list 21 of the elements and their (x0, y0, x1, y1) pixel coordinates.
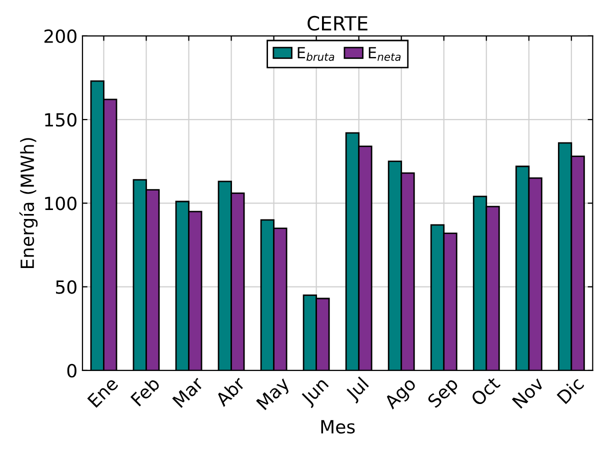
y-tick-label: 50 (56, 280, 76, 294)
x-tick-label: Oct (470, 376, 501, 407)
x-tick-label: Feb (130, 376, 161, 407)
x-tick-label: Sep (426, 376, 462, 411)
y-tick-label: 100 (45, 196, 76, 210)
chart-title: CERTE (308, 16, 368, 31)
legend-label: E$_{bruta}$ (298, 47, 334, 61)
x-tick-label: Abr (214, 375, 246, 408)
x-tick-label: Jun (300, 376, 332, 408)
legend-label: E$_{neta}$ (368, 47, 401, 61)
y-axis-title: Energía (MWh) (19, 138, 38, 268)
x-tick-label: Ago (383, 376, 420, 412)
x-tick-label: Mar (172, 376, 205, 408)
x-axis-title: Mes (321, 420, 355, 434)
x-tick-label: Dic (556, 376, 585, 404)
y-tick-label: 200 (44, 29, 76, 44)
x-tick-label: Nov (512, 376, 545, 409)
y-tick-label: 0 (67, 364, 76, 378)
x-tick-label: Jul (344, 376, 372, 404)
x-tick-label: Ene (87, 376, 119, 408)
y-tick-label: 150 (45, 113, 76, 127)
